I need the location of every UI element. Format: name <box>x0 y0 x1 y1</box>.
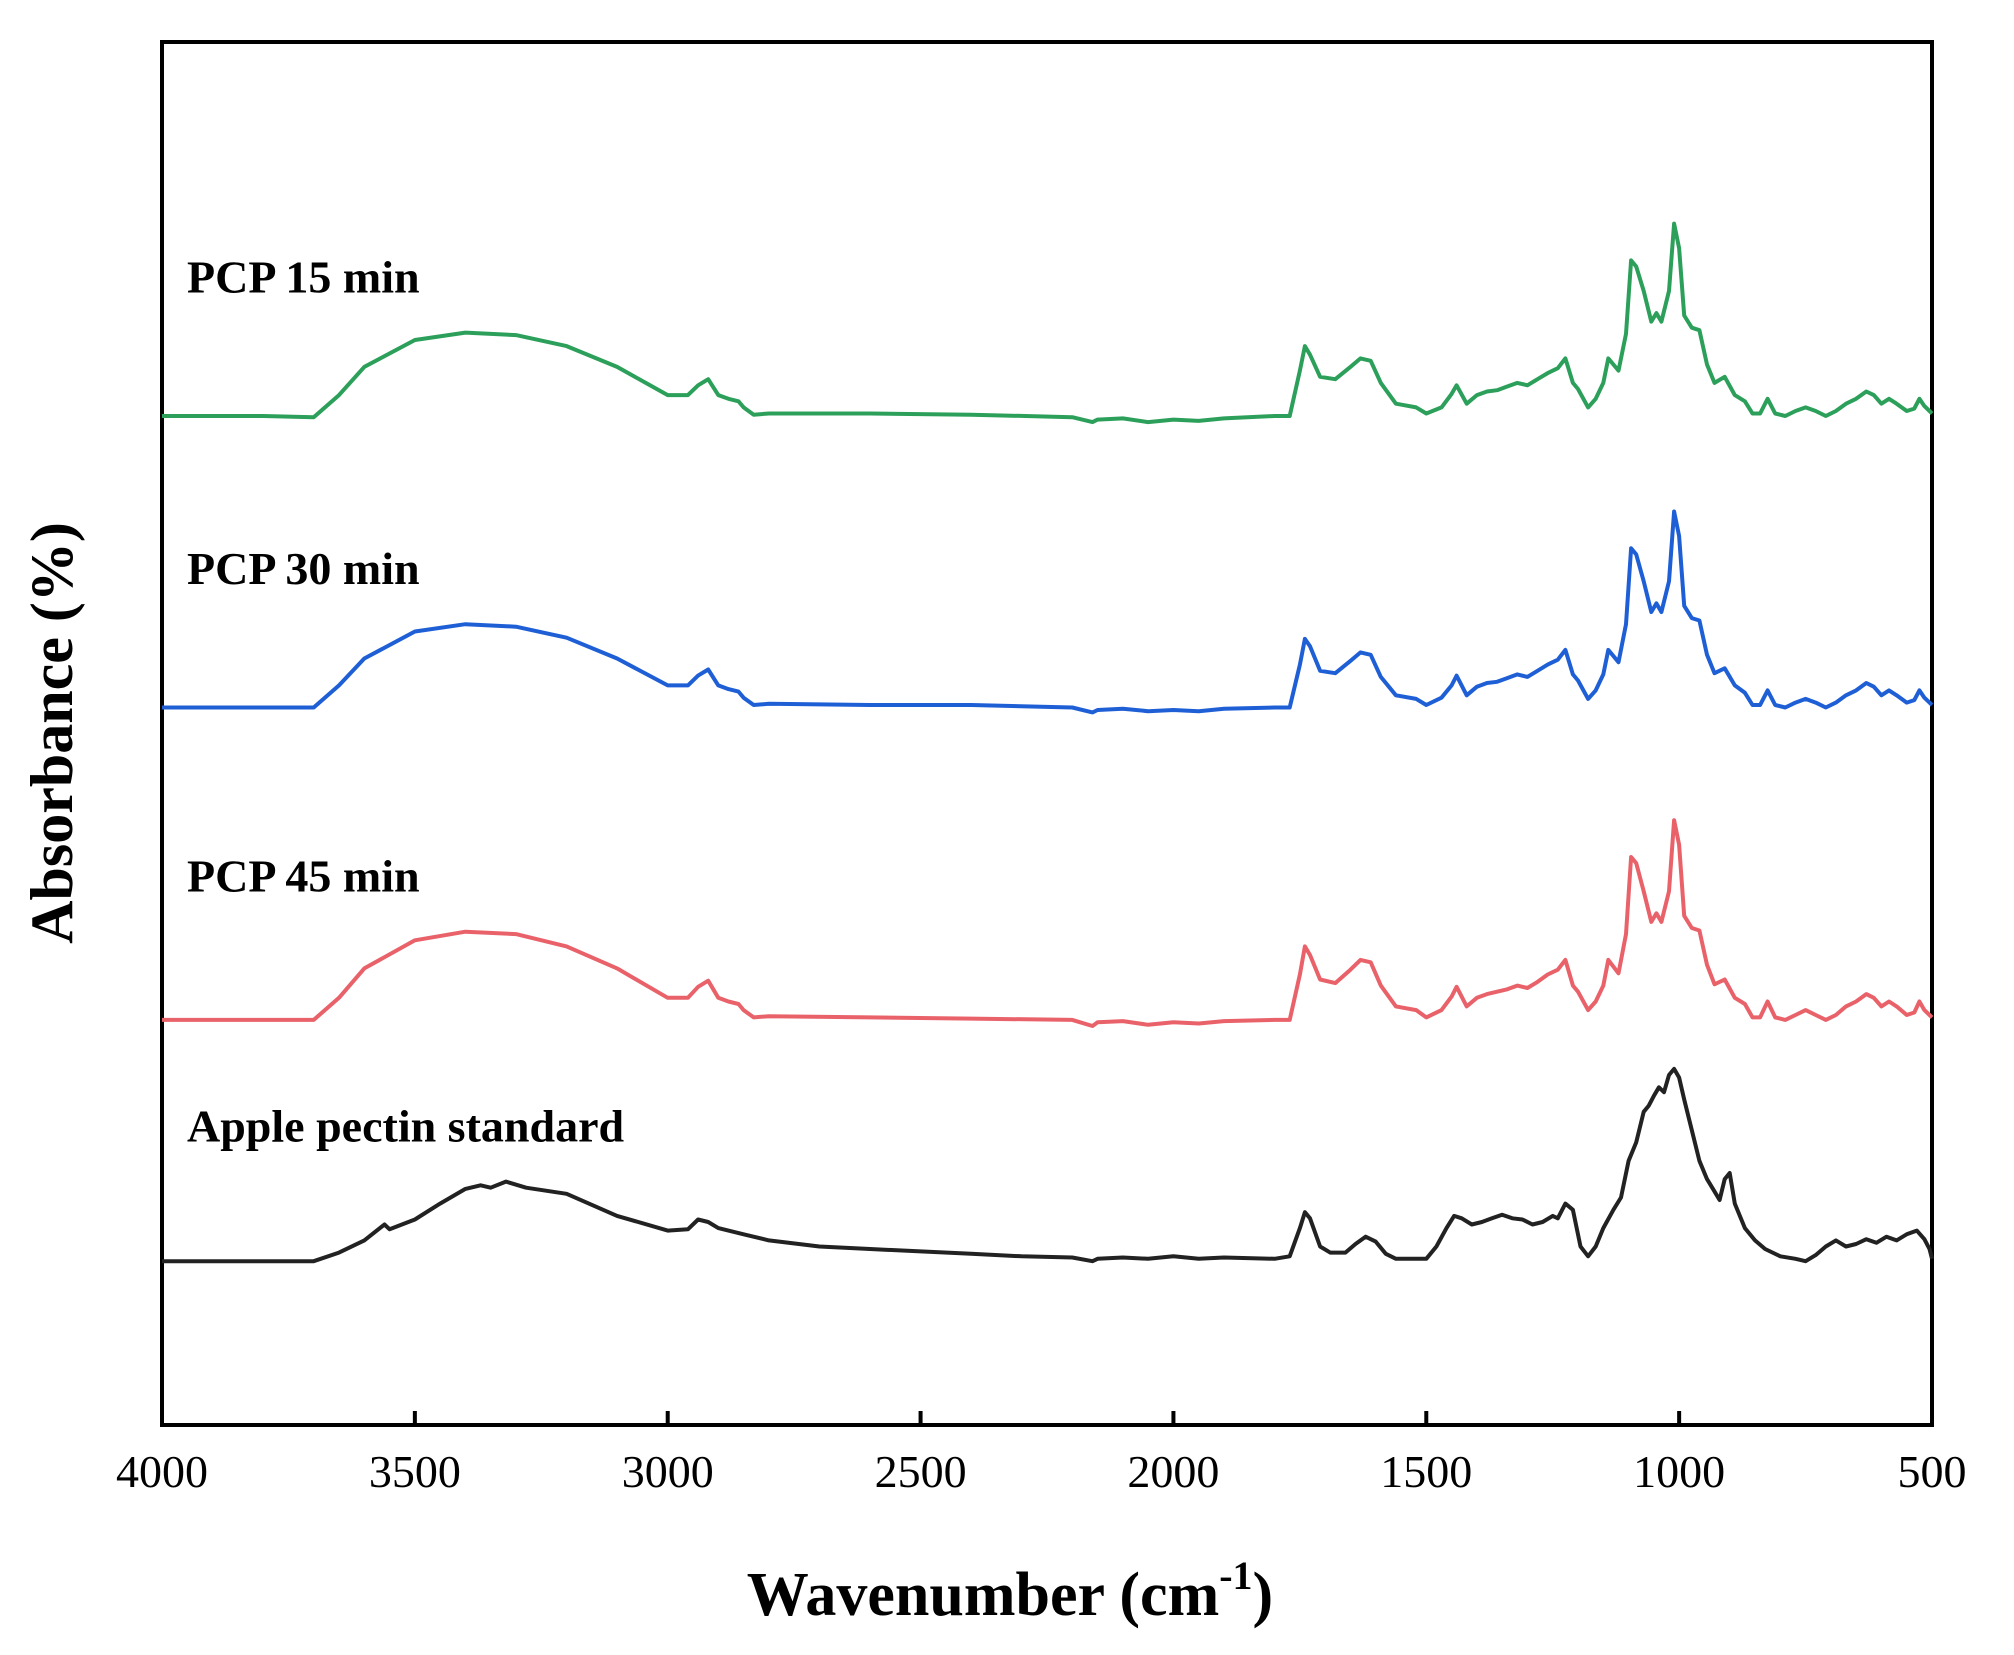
x-axis-title-sup: -1 <box>1219 1553 1252 1598</box>
series-label-apple-pectin-standard: Apple pectin standard <box>187 1101 624 1152</box>
x-tick-label-1000: 1000 <box>1633 1446 1725 1497</box>
series-lines <box>162 221 1934 1264</box>
x-tick-label-4000: 4000 <box>116 1446 208 1497</box>
series-label-pcp-45-min: PCP 45 min <box>187 851 420 902</box>
x-axis-title-close: ) <box>1253 1561 1274 1629</box>
plot-frame <box>160 40 1934 1427</box>
y-axis-title: Absorbance (%) <box>19 522 85 944</box>
x-tick-label-500: 500 <box>1898 1446 1967 1497</box>
series-line-pcp-45-min <box>162 818 1934 1028</box>
x-tick-label-2000: 2000 <box>1127 1446 1219 1497</box>
series-labels: PCP 15 min PCP 30 min PCP 45 min Apple pect… <box>187 252 624 1152</box>
x-axis-title: Wavenumber (cm-1) <box>747 1553 1273 1629</box>
series-line-pcp-15-min <box>162 221 1934 425</box>
x-tick-label-1500: 1500 <box>1380 1446 1472 1497</box>
series-line-pcp-30-min <box>162 509 1934 715</box>
x-axis-title-main: Wavenumber (cm <box>747 1561 1219 1629</box>
x-tick-label-3000: 3000 <box>622 1446 714 1497</box>
x-tick-label-2500: 2500 <box>875 1446 967 1497</box>
series-label-pcp-15-min: PCP 15 min <box>187 252 420 303</box>
x-tick-label-3500: 3500 <box>369 1446 461 1497</box>
series-label-pcp-30-min: PCP 30 min <box>187 543 420 594</box>
series-line-apple-pectin-standard <box>162 1066 1934 1264</box>
x-ticks: 4000 3500 3000 2500 2000 1500 1000 500 <box>116 1411 1967 1497</box>
